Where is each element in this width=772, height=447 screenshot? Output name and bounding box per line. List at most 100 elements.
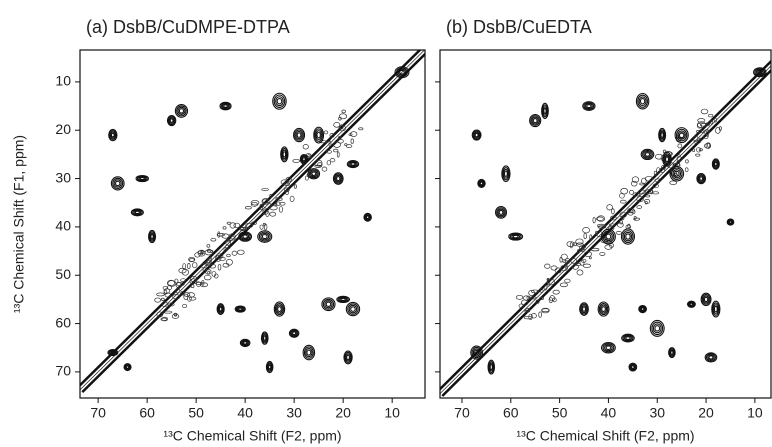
cross-peak xyxy=(346,160,360,169)
x-tick-label: 30 xyxy=(649,405,665,421)
contour-level xyxy=(345,353,351,362)
contour-level xyxy=(167,116,176,126)
diagonal-noise xyxy=(161,316,169,322)
cross-peak xyxy=(753,67,767,78)
plot-area xyxy=(440,59,771,397)
diagonal-noise xyxy=(173,312,178,316)
diagonal-noise xyxy=(592,217,596,224)
contour-level xyxy=(581,305,587,314)
contour-level xyxy=(479,181,484,186)
diagonal-noise xyxy=(181,268,189,276)
diagonal-noise xyxy=(306,153,311,157)
diagonal-noise xyxy=(699,123,709,127)
contour-level xyxy=(498,209,504,215)
contour-level xyxy=(635,92,650,110)
diagonal-noise xyxy=(588,256,592,260)
diagonal-core xyxy=(80,50,425,391)
x-tick-label: 20 xyxy=(335,405,351,421)
diagonal-noise xyxy=(705,122,711,127)
diagonal-noise xyxy=(637,189,646,195)
contour-level xyxy=(321,297,336,312)
contour-level xyxy=(488,361,495,374)
contour-level xyxy=(639,98,646,105)
diagonal-noise xyxy=(156,311,164,318)
contour-level xyxy=(580,303,588,315)
contour-level xyxy=(217,304,224,314)
cross-peak xyxy=(280,146,289,163)
diagonal-noise xyxy=(205,259,212,266)
y-tick-label: 60 xyxy=(55,314,71,330)
diagonal-noise xyxy=(684,167,689,173)
diagonal-noise xyxy=(713,117,717,123)
contour-level xyxy=(257,230,273,243)
diagonal-noise xyxy=(644,199,651,204)
contour-level xyxy=(669,349,675,356)
diagonal-noise xyxy=(279,201,286,206)
contour-level xyxy=(686,300,696,308)
diagonal-noise xyxy=(206,244,211,248)
diagonal-noise xyxy=(525,307,531,312)
contour-level xyxy=(306,349,312,356)
contour-level xyxy=(728,220,733,224)
contour-level xyxy=(344,351,352,363)
diagonal-noise xyxy=(633,217,641,221)
y-tick-label: 10 xyxy=(55,73,71,89)
diagonal-noise xyxy=(631,176,640,183)
contour-level xyxy=(314,128,323,142)
contour-level xyxy=(674,127,689,144)
diagonal-noise xyxy=(541,308,550,312)
contour-level xyxy=(290,330,298,337)
contour-level xyxy=(623,335,633,341)
diagonal-noise xyxy=(695,129,704,134)
contour-level xyxy=(309,170,318,178)
contour-level xyxy=(639,305,647,313)
diagonal-noise xyxy=(333,122,341,128)
diagonal-noise xyxy=(560,253,568,260)
cross-peak xyxy=(108,128,118,142)
contour-level xyxy=(621,333,635,343)
contour-level xyxy=(223,104,228,108)
diagonal-noise xyxy=(636,196,644,203)
contour-level xyxy=(325,301,332,307)
x-tick-label: 40 xyxy=(601,405,617,421)
contour-level xyxy=(487,359,496,375)
diagonal-noise xyxy=(174,278,179,284)
diagonal-noise xyxy=(577,248,586,252)
diagonal-noise xyxy=(611,208,615,215)
diagonal-noise xyxy=(190,284,195,289)
diagonal-noise xyxy=(171,313,180,319)
contour-level xyxy=(174,103,189,118)
cross-peak xyxy=(265,360,274,374)
contour-level xyxy=(704,352,718,363)
contour-level xyxy=(696,172,707,185)
diagonal-noise xyxy=(620,215,625,221)
contour-level xyxy=(123,363,132,372)
contour-level xyxy=(605,233,612,240)
diagonal-noise xyxy=(358,127,364,131)
diagonal-noise xyxy=(338,125,346,132)
diagonal-noise xyxy=(333,148,339,153)
cross-peak xyxy=(238,231,253,242)
contour-level xyxy=(700,292,712,307)
diagonal-noise xyxy=(350,138,354,144)
cross-peak xyxy=(260,331,269,345)
cross-peak xyxy=(216,303,225,316)
contour-level xyxy=(711,158,720,170)
contour-level xyxy=(239,338,251,348)
contour-level xyxy=(305,347,313,358)
cross-peak xyxy=(579,302,589,316)
diagonal-noise xyxy=(597,223,605,228)
diagonal-noise xyxy=(337,136,342,140)
x-tick-label: 60 xyxy=(139,405,155,421)
contour-level xyxy=(109,350,117,355)
contour-level xyxy=(511,234,521,240)
contour-level xyxy=(364,213,372,221)
cross-peak xyxy=(508,232,524,241)
cross-peak xyxy=(700,292,712,307)
contour-level xyxy=(670,350,674,355)
contour-level xyxy=(473,131,480,139)
contour-level xyxy=(582,101,596,112)
contour-level xyxy=(280,148,288,161)
x-tick-label: 70 xyxy=(90,405,106,421)
contour-level xyxy=(530,115,541,126)
